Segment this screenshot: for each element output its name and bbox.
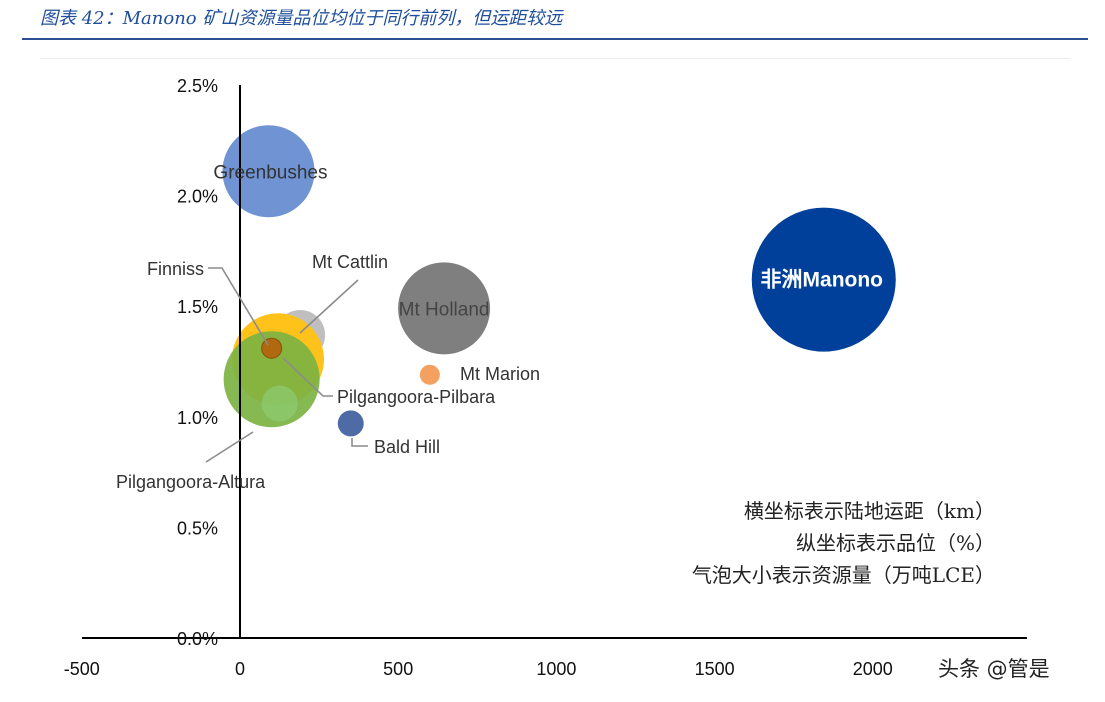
data-label: Bald Hill <box>374 437 440 457</box>
title-divider <box>22 38 1088 40</box>
data-label: Pilgangoora-Altura <box>116 472 266 492</box>
leader-line <box>205 431 254 463</box>
x-tick-labels: -500 0 500 1000 1500 2000 <box>64 659 893 679</box>
chart-title: 图表 42：Manono 矿山资源量品位均位于同行前列，但运距较远 <box>40 8 563 29</box>
size-note: 气泡大小表示资源量（万吨LCE） <box>692 563 995 587</box>
x-tick-label: 2000 <box>853 659 893 679</box>
bubble-manono <box>751 207 896 352</box>
y-tick-labels: 0.0% 0.5% 1.0% 1.5% 2.0% 2.5% <box>177 76 218 649</box>
y-tick-label: 1.0% <box>177 408 218 428</box>
bubble-finniss <box>261 337 283 359</box>
axes-layer <box>82 85 1027 639</box>
data-label: 非洲Manono <box>761 269 883 292</box>
leader-lines <box>205 267 368 463</box>
x-axis-note: 横坐标表示陆地运距（km） <box>744 499 995 523</box>
bubble-bald-hill <box>337 410 364 437</box>
leader-line <box>282 357 333 397</box>
y-tick-label: 0.0% <box>177 629 218 649</box>
bubble-mt-marion <box>419 364 440 385</box>
data-label: Mt Holland <box>399 299 490 320</box>
x-tick-label: 1500 <box>695 659 735 679</box>
chart-top-border <box>40 58 1070 59</box>
y-axis-note: 纵坐标表示品位（%） <box>796 531 995 555</box>
data-label: Mt Cattlin <box>312 252 388 272</box>
y-tick-label: 2.0% <box>177 187 218 207</box>
watermark: 头条 @管是 <box>938 657 1050 681</box>
x-tick-label: 0 <box>235 659 245 679</box>
data-label: Finniss <box>147 259 204 279</box>
bubble-mt-holland <box>398 262 491 355</box>
data-label: Greenbushes <box>213 162 327 183</box>
x-tick-label: 500 <box>383 659 413 679</box>
bubble-greenbushes <box>222 125 315 218</box>
y-tick-label: 1.5% <box>177 297 218 317</box>
bubble-outer-labels: Mt Cattlin Pilgangoora-Pilbara Finniss Pilg… <box>116 252 540 492</box>
leader-line <box>351 438 368 447</box>
bubble-inner-labels: Greenbushes 非洲Manono Mt Holland <box>213 162 883 320</box>
x-tick-label: 1000 <box>536 659 576 679</box>
data-label: Mt Marion <box>460 364 540 384</box>
y-tick-label: 0.5% <box>177 518 218 538</box>
x-tick-label: -500 <box>64 659 100 679</box>
data-label: Pilgangoora-Pilbara <box>337 387 496 407</box>
leader-line <box>299 279 359 334</box>
bubbles-layer <box>222 125 896 437</box>
y-tick-label: 2.5% <box>177 76 218 96</box>
leader-line <box>208 267 269 346</box>
bubble-highlight <box>261 385 298 422</box>
